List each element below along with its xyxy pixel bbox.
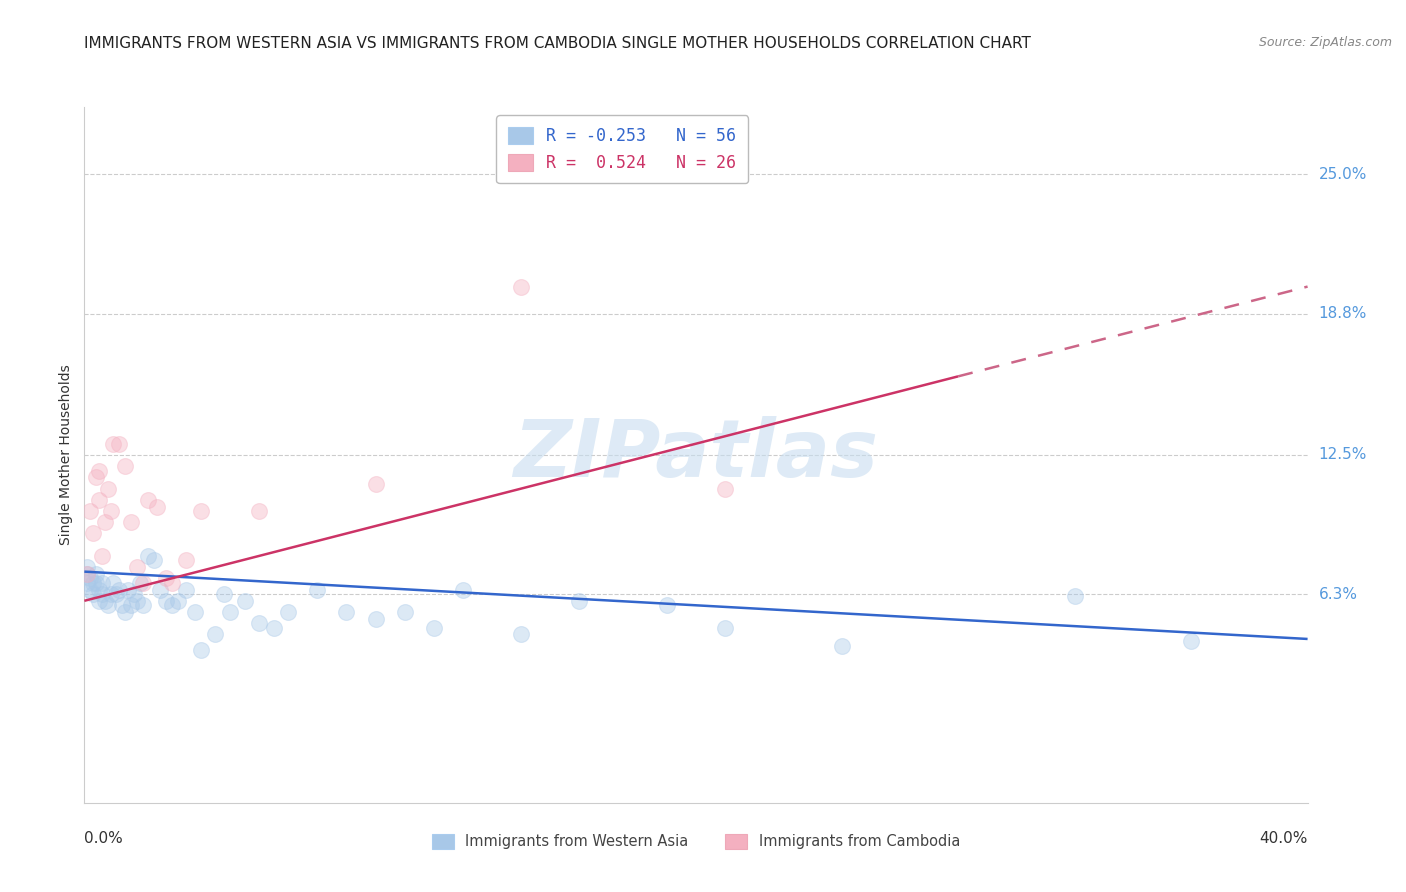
Point (103, 436, 125, 450)
Point (149, 582, 172, 597)
Point (247, 616, 270, 631)
Point (190, 504, 212, 518)
Point (84, 575, 107, 590)
Text: 12.5%: 12.5% (1319, 448, 1367, 462)
Point (87, 594, 110, 608)
Point (184, 605, 207, 619)
Point (307, 582, 329, 597)
Point (90, 587, 112, 601)
Y-axis label: Single Mother Households: Single Mother Households (59, 365, 73, 545)
Point (120, 515, 142, 529)
Point (146, 500, 169, 514)
Point (87, 464, 110, 478)
Point (714, 482, 737, 496)
Point (219, 605, 242, 619)
Text: ZIPatlas: ZIPatlas (513, 416, 879, 494)
Point (423, 621, 446, 635)
Point (97, 599, 120, 613)
Point (138, 549, 160, 563)
Point (90, 575, 112, 590)
Point (100, 504, 122, 518)
Point (103, 575, 125, 590)
Point (394, 605, 416, 619)
Point (79, 582, 101, 597)
Point (93, 594, 115, 608)
Point (111, 599, 134, 613)
Point (100, 587, 122, 601)
Text: Source: ZipAtlas.com: Source: ZipAtlas.com (1258, 36, 1392, 49)
Point (131, 599, 153, 613)
Point (125, 560, 148, 574)
Point (90, 549, 112, 563)
Point (105, 587, 128, 601)
Point (143, 553, 166, 567)
Point (1180, 634, 1202, 648)
Legend: Immigrants from Western Asia, Immigrants from Cambodia: Immigrants from Western Asia, Immigrants… (423, 825, 969, 858)
Point (84, 566, 107, 581)
Point (160, 599, 183, 613)
Point (166, 594, 188, 608)
Point (122, 587, 145, 601)
Point (76, 566, 98, 581)
Point (451, 582, 474, 597)
Point (277, 605, 299, 619)
Point (247, 504, 270, 518)
Point (108, 582, 131, 597)
Point (155, 594, 177, 608)
Text: IMMIGRANTS FROM WESTERN ASIA VS IMMIGRANTS FROM CAMBODIA SINGLE MOTHER HOUSEHOLD: IMMIGRANTS FROM WESTERN ASIA VS IMMIGRAN… (84, 36, 1031, 51)
Point (160, 575, 183, 590)
Point (263, 621, 285, 635)
Point (131, 575, 153, 590)
Point (114, 605, 136, 619)
Point (128, 575, 150, 590)
Point (79, 504, 101, 518)
Point (76, 566, 98, 581)
Point (117, 582, 139, 597)
Text: 25.0%: 25.0% (1319, 167, 1367, 182)
Point (79, 571, 101, 585)
Point (568, 594, 591, 608)
Point (108, 436, 131, 450)
Text: 18.8%: 18.8% (1319, 306, 1367, 321)
Point (93, 515, 115, 529)
Point (125, 594, 148, 608)
Point (1063, 590, 1085, 604)
Point (155, 571, 177, 585)
Point (120, 599, 142, 613)
Point (82, 587, 104, 601)
Point (97, 482, 120, 496)
Point (82, 575, 104, 590)
Point (114, 459, 136, 474)
Point (212, 587, 235, 601)
Text: 40.0%: 40.0% (1260, 830, 1308, 846)
Point (364, 477, 387, 491)
Point (510, 627, 533, 641)
Point (335, 605, 357, 619)
Point (190, 643, 212, 657)
Point (76, 575, 98, 590)
Point (714, 621, 737, 635)
Point (174, 582, 197, 597)
Point (87, 582, 110, 597)
Point (233, 594, 256, 608)
Point (138, 492, 160, 507)
Point (364, 612, 387, 626)
Text: 6.3%: 6.3% (1319, 587, 1358, 601)
Point (831, 639, 853, 653)
Point (510, 279, 533, 293)
Point (174, 553, 197, 567)
Point (87, 492, 110, 507)
Point (204, 627, 226, 641)
Point (655, 599, 678, 613)
Point (84, 470, 107, 484)
Point (82, 526, 104, 541)
Point (76, 560, 98, 574)
Text: 0.0%: 0.0% (84, 830, 124, 846)
